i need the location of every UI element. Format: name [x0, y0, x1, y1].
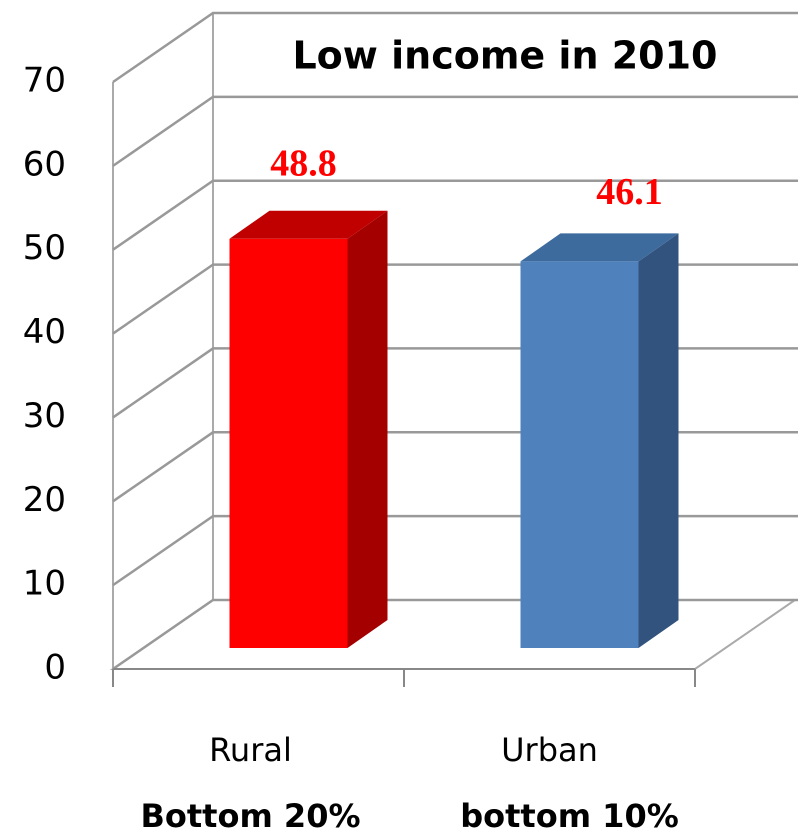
- x-tick-sublabel: Bottom 20%: [140, 797, 360, 835]
- grid-line: [112, 179, 798, 251]
- floor: [109, 599, 798, 670]
- y-tick-label: 10: [23, 564, 66, 604]
- bar-side: [638, 233, 679, 648]
- grid-line: [112, 263, 798, 335]
- y-tick-label: 40: [23, 312, 66, 352]
- bar: [229, 238, 348, 648]
- grid-line: [112, 514, 798, 587]
- bar-side: [347, 210, 388, 648]
- x-tick-label: Rural: [209, 731, 292, 769]
- y-tick-label: 20: [23, 480, 66, 520]
- value-label: 48.8: [270, 142, 337, 184]
- x-tick-sublabel: bottom 10%: [460, 797, 679, 835]
- bar-top: [229, 210, 388, 239]
- y-tick-label: 0: [44, 648, 66, 688]
- grid-line: [112, 95, 798, 167]
- chart-title: Low income in 2010: [292, 34, 717, 78]
- y-tick-label: 70: [23, 61, 66, 101]
- value-label: 46.1: [596, 171, 663, 213]
- y-tick-label: 50: [23, 228, 66, 268]
- y-tick-label: 60: [23, 144, 66, 184]
- grid-line: [112, 11, 798, 84]
- grid-line: [112, 431, 798, 503]
- bar-top: [520, 233, 679, 262]
- bar: [520, 261, 639, 648]
- y-tick-label: 30: [23, 396, 66, 436]
- grid-line: [112, 347, 798, 419]
- x-tick-label: Urban: [501, 731, 598, 769]
